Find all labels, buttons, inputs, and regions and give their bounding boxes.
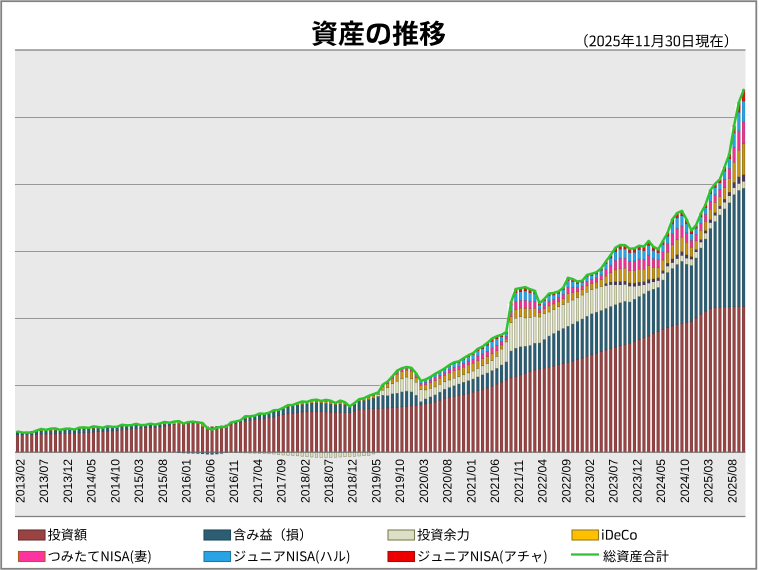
svg-text:2022/09: 2022/09 bbox=[559, 459, 573, 503]
svg-text:2013/07: 2013/07 bbox=[37, 459, 51, 503]
svg-text:2025/03: 2025/03 bbox=[702, 459, 716, 503]
svg-text:2023/12: 2023/12 bbox=[630, 459, 644, 503]
svg-text:2016/01: 2016/01 bbox=[180, 459, 194, 503]
svg-text:2020/03: 2020/03 bbox=[417, 459, 431, 503]
svg-text:2014/05: 2014/05 bbox=[85, 459, 99, 503]
svg-text:2025/08: 2025/08 bbox=[725, 459, 739, 503]
svg-text:2016/06: 2016/06 bbox=[203, 459, 217, 503]
svg-text:2021/01: 2021/01 bbox=[464, 459, 478, 503]
svg-text:2017/04: 2017/04 bbox=[251, 459, 265, 503]
svg-text:2014/10: 2014/10 bbox=[108, 459, 122, 503]
svg-text:2019/10: 2019/10 bbox=[393, 459, 407, 503]
svg-text:2013/02: 2013/02 bbox=[14, 459, 28, 503]
svg-text:2016/11: 2016/11 bbox=[227, 460, 241, 503]
svg-text:2021/11: 2021/11 bbox=[512, 460, 526, 503]
svg-text:2024/10: 2024/10 bbox=[678, 459, 692, 503]
svg-text:2024/05: 2024/05 bbox=[654, 459, 668, 503]
svg-text:2022/04: 2022/04 bbox=[536, 459, 550, 503]
svg-text:2013/12: 2013/12 bbox=[61, 459, 75, 503]
svg-text:2019/05: 2019/05 bbox=[369, 459, 383, 503]
svg-text:2015/03: 2015/03 bbox=[132, 459, 146, 503]
svg-text:2023/02: 2023/02 bbox=[583, 459, 597, 503]
svg-text:2018/12: 2018/12 bbox=[346, 459, 360, 503]
svg-text:2023/07: 2023/07 bbox=[607, 459, 621, 503]
svg-text:2020/08: 2020/08 bbox=[441, 459, 455, 503]
svg-text:2018/02: 2018/02 bbox=[298, 459, 312, 503]
svg-text:2021/06: 2021/06 bbox=[488, 459, 502, 503]
svg-text:2017/09: 2017/09 bbox=[275, 459, 289, 503]
svg-text:2018/07: 2018/07 bbox=[322, 459, 336, 503]
svg-text:2015/08: 2015/08 bbox=[156, 459, 170, 503]
